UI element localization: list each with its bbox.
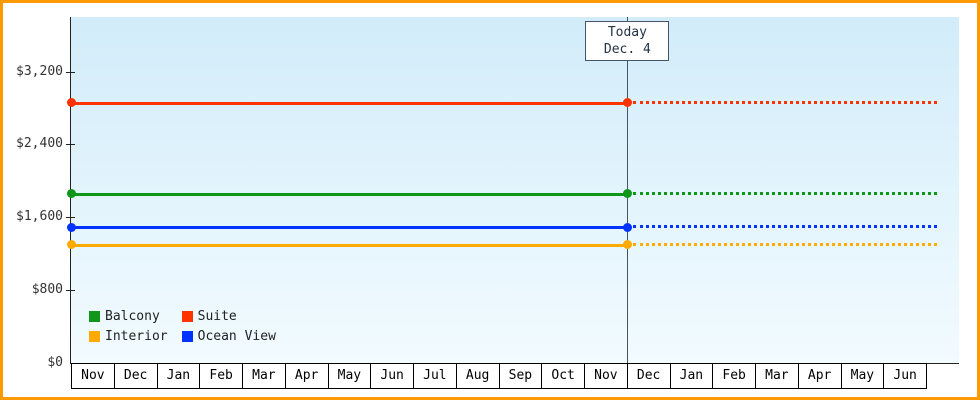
legend-label-balcony: Balcony [105,309,160,324]
month-cell: May [840,363,885,389]
legend: Balcony Suite Interior Ocean View [89,309,276,344]
plot-background [71,17,959,363]
series-forecast-balcony [633,191,937,195]
month-cell: Dec [113,363,158,389]
y-tick-label: $800 [31,282,63,298]
y-tick-label: $0 [47,355,63,370]
today-label-line2: Dec. 4 [603,42,651,57]
month-cell: Oct [541,363,585,389]
month-cell: Jul [413,363,457,389]
month-cell: May [327,363,372,389]
legend-item-balcony: Balcony [89,309,168,324]
series-point-interior [66,240,76,250]
legend-swatch-suite [181,311,193,322]
legend-swatch-ocean-view [181,331,193,342]
today-label-box: Today Dec. 4 [585,21,670,61]
month-cell: Sep [498,363,543,389]
series-line-ocean-view [71,226,628,230]
legend-swatch-balcony [89,311,100,322]
legend-label-interior: Interior [105,329,168,344]
legend-item-ocean-view: Ocean View [181,329,276,344]
month-cell: Apr [797,363,842,389]
y-tick-label: $2,400 [16,136,63,152]
month-cell: Jan [669,363,714,389]
y-tick-mark [66,71,75,73]
month-cell: Nov [584,363,628,389]
month-cell: Mar [755,363,799,389]
month-cell: Jun [883,363,927,389]
month-cell: Mar [242,363,286,389]
legend-item-interior: Interior [89,329,168,344]
y-tick-mark [66,290,75,292]
series-forecast-ocean-view [633,225,937,229]
series-line-suite [71,101,628,105]
today-label-line1: Today [607,25,647,40]
y-tick-label: $3,200 [16,63,63,79]
month-cell: Jan [156,363,201,389]
series-point-ocean-view [66,222,76,232]
series-line-balcony [71,192,628,196]
series-line-interior [71,243,628,247]
series-point-suite [622,98,632,108]
month-cell: Nov [71,363,115,389]
legend-label-suite: Suite [197,309,237,324]
month-cell: Jun [370,363,414,389]
month-cell: Aug [455,363,500,389]
series-forecast-interior [633,242,937,246]
y-tick-mark [66,144,75,146]
month-cell: Feb [199,363,243,389]
legend-label-ocean-view: Ocean View [197,329,276,344]
series-point-ocean-view [622,222,632,232]
month-cell: Apr [284,363,329,389]
y-tick-mark [66,217,75,219]
month-cell: Dec [626,363,671,389]
x-axis-months: Nov Dec Jan Feb Mar Apr May Jun Jul Aug Sep Oct Nov D… [71,363,927,389]
series-point-interior [622,240,632,250]
series-point-balcony [622,189,632,199]
series-point-suite [66,98,76,108]
month-cell: Feb [712,363,756,389]
y-tick-label: $1,600 [16,209,63,225]
legend-item-suite: Suite [181,309,276,324]
series-point-balcony [66,189,76,199]
series-forecast-suite [633,100,937,104]
legend-swatch-interior [89,331,100,342]
